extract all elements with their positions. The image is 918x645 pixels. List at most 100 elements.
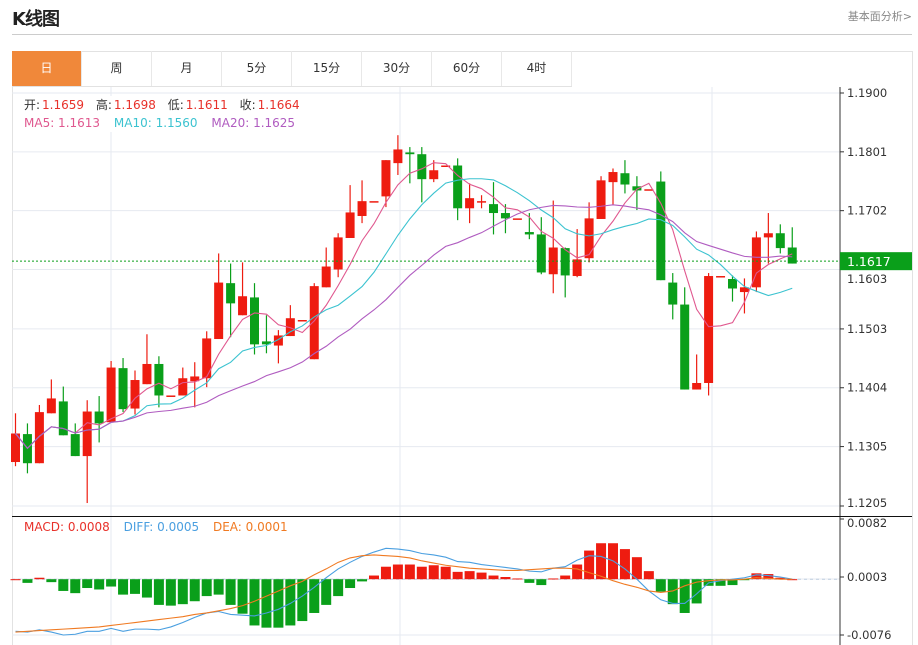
candle-down bbox=[489, 204, 498, 214]
macd-bar-negative bbox=[345, 579, 356, 589]
close-value: 1.1664 bbox=[257, 98, 300, 112]
tab-15min[interactable]: 15分 bbox=[292, 51, 362, 86]
macd-bar-negative bbox=[189, 579, 200, 602]
close-label: 收: bbox=[239, 98, 256, 112]
macd-bar-positive bbox=[548, 578, 559, 580]
price-tick-label: 1.1603 bbox=[847, 272, 887, 286]
candle-up bbox=[584, 218, 594, 259]
macd-bar-positive bbox=[643, 571, 654, 580]
open-label: 开: bbox=[24, 98, 41, 112]
tab-day[interactable]: 日 bbox=[12, 51, 82, 86]
macd-bar-positive bbox=[596, 543, 607, 580]
candle-down bbox=[58, 401, 68, 436]
macd-bar-negative bbox=[70, 579, 81, 594]
low-value: 1.1611 bbox=[185, 98, 228, 112]
macd-bar-negative bbox=[285, 579, 296, 626]
tab-month[interactable]: 月 bbox=[152, 51, 222, 86]
macd-bar-positive bbox=[476, 572, 487, 580]
candle-up bbox=[704, 276, 714, 383]
current-price-badge bbox=[840, 252, 912, 271]
tab-5min[interactable]: 5分 bbox=[222, 51, 292, 86]
ma5-line bbox=[15, 162, 793, 450]
candle-down bbox=[70, 434, 80, 457]
candle-up bbox=[214, 282, 224, 340]
candle-down bbox=[668, 282, 678, 305]
macd-bar-positive bbox=[572, 564, 583, 580]
candle-down bbox=[775, 233, 785, 249]
macd-bar-negative bbox=[655, 579, 666, 592]
candle-up bbox=[441, 165, 451, 167]
macd-bar-negative bbox=[297, 579, 308, 622]
tab-week[interactable]: 周 bbox=[82, 51, 152, 86]
macd-bar-negative bbox=[201, 579, 212, 597]
candle-down bbox=[656, 181, 666, 281]
candle-down bbox=[250, 297, 259, 345]
header-divider bbox=[12, 34, 912, 35]
candle-up bbox=[297, 320, 307, 322]
candle-up bbox=[202, 338, 212, 379]
candle-up bbox=[238, 296, 248, 316]
macd-bar-negative bbox=[141, 579, 152, 598]
candle-up bbox=[763, 233, 773, 238]
candle-up bbox=[393, 149, 403, 164]
tab-30min[interactable]: 30分 bbox=[362, 51, 432, 86]
macd-bar-negative bbox=[524, 579, 535, 583]
macd-bar-negative bbox=[237, 579, 248, 614]
macd-bar-negative bbox=[94, 579, 105, 590]
candle-up bbox=[309, 286, 319, 360]
ma5-legend: MA5: 1.1613 bbox=[24, 116, 101, 130]
macd-bar-positive bbox=[392, 564, 403, 580]
candle-up bbox=[106, 367, 116, 423]
macd-bar-negative bbox=[321, 579, 332, 605]
macd-bar-negative bbox=[165, 579, 176, 606]
page-title: K线图 bbox=[12, 9, 60, 30]
macd-legend: MACD: 0.0008 DIFF: 0.0005 DEA: 0.0001 bbox=[24, 520, 298, 534]
dea-value: DEA: 0.0001 bbox=[212, 520, 288, 534]
macd-bar-negative bbox=[82, 579, 93, 589]
candle-down bbox=[261, 341, 271, 345]
candle-down bbox=[728, 278, 737, 289]
macd-bar-positive bbox=[369, 575, 379, 580]
candle-up bbox=[82, 411, 92, 457]
macd-bar-negative bbox=[153, 579, 164, 605]
macd-bar-negative bbox=[22, 579, 33, 583]
candle-up bbox=[285, 318, 295, 337]
candle-down bbox=[632, 186, 642, 191]
macd-bar-negative bbox=[536, 579, 547, 586]
candle-up bbox=[273, 335, 283, 346]
period-tabs: 日 周 月 5分 15分 30分 60分 4时 bbox=[12, 51, 572, 87]
ma10-legend: MA10: 1.1560 bbox=[113, 116, 198, 130]
price-tick-label: 1.1404 bbox=[847, 381, 887, 395]
macd-bar-positive bbox=[380, 566, 391, 580]
candle-down bbox=[620, 173, 630, 185]
candle-down bbox=[500, 213, 510, 219]
macd-bar-negative bbox=[213, 579, 224, 595]
tab-60min[interactable]: 60分 bbox=[432, 51, 502, 86]
macd-bar-positive bbox=[440, 566, 451, 580]
candle-down bbox=[453, 165, 463, 209]
diff-value: DIFF: 0.0005 bbox=[123, 520, 200, 534]
candle-down bbox=[787, 247, 797, 264]
tab-4hour[interactable]: 4时 bbox=[502, 51, 572, 86]
macd-bar-negative bbox=[106, 579, 117, 587]
ma20-line bbox=[15, 204, 793, 450]
candle-down bbox=[226, 283, 236, 304]
chart-frame bbox=[12, 51, 913, 645]
candle-down bbox=[680, 304, 690, 390]
price-tick-label: 1.1801 bbox=[847, 145, 887, 159]
macd-bar-positive bbox=[500, 577, 511, 580]
macd-bar-positive bbox=[512, 578, 523, 580]
macd-bar-negative bbox=[309, 579, 320, 613]
ma20-legend: MA20: 1.1625 bbox=[211, 116, 296, 130]
candle-up bbox=[512, 218, 522, 220]
macd-bar-negative bbox=[273, 579, 284, 628]
macd-tick-label: -0.0076 bbox=[847, 628, 891, 642]
macd-bar-positive bbox=[775, 577, 786, 580]
fundamental-analysis-link[interactable]: 基本面分析> bbox=[847, 10, 912, 23]
candle-up bbox=[11, 433, 20, 463]
macd-bar-negative bbox=[58, 579, 69, 591]
macd-bar-negative bbox=[118, 579, 129, 595]
macd-bar-positive bbox=[488, 575, 499, 580]
candle-down bbox=[405, 152, 415, 155]
